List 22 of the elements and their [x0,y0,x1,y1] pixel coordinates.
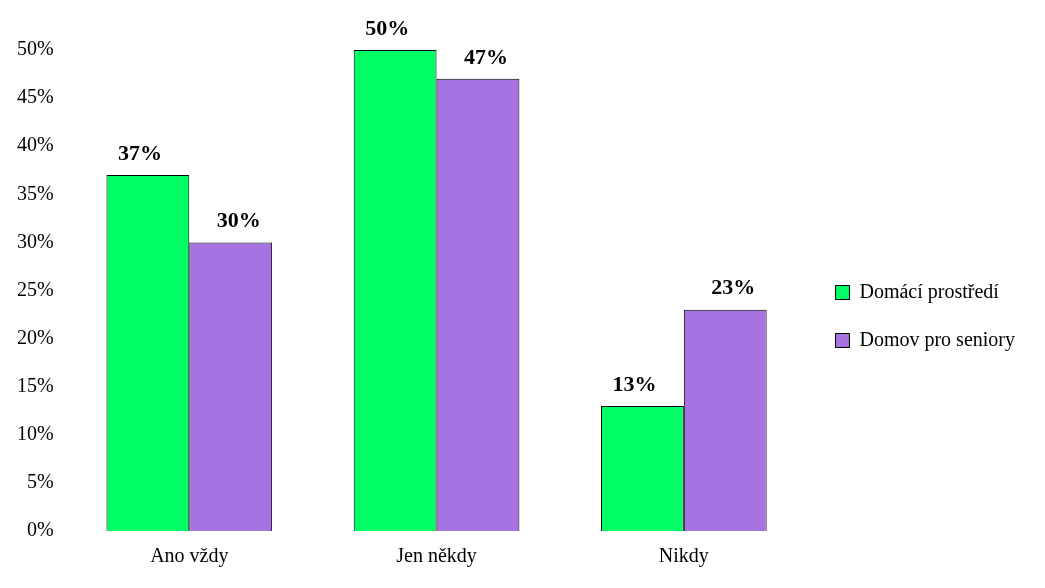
text: 47% [463,43,508,69]
y-tick-label: 30% [16,229,54,252]
text: 23% [711,274,756,300]
x-tick-label: Nikdy [658,544,709,568]
x-tick-label: Jen někdy [396,544,477,568]
text: 13% [612,370,657,396]
y-tick-label: 5% [26,470,54,493]
y-tick-label: 20% [16,325,54,348]
y-tick-label: 25% [16,277,54,300]
y-tick-label: 45% [16,85,54,108]
legend-label: Domov pro seniory [859,327,1016,351]
text: 37% [117,139,162,165]
y-tick-label: 10% [16,422,54,445]
text: 50% [365,14,410,40]
x-tick-label: Ano vždy [150,544,229,568]
y-tick-label: 50% [16,37,54,60]
y-tick-label: 15% [16,373,54,396]
text: 30% [216,207,261,233]
legend-label: Domácí prostředí [859,279,1000,303]
y-tick-label: 40% [16,133,54,156]
y-tick-label: 0% [26,518,54,541]
y-tick-label: 35% [16,181,54,204]
